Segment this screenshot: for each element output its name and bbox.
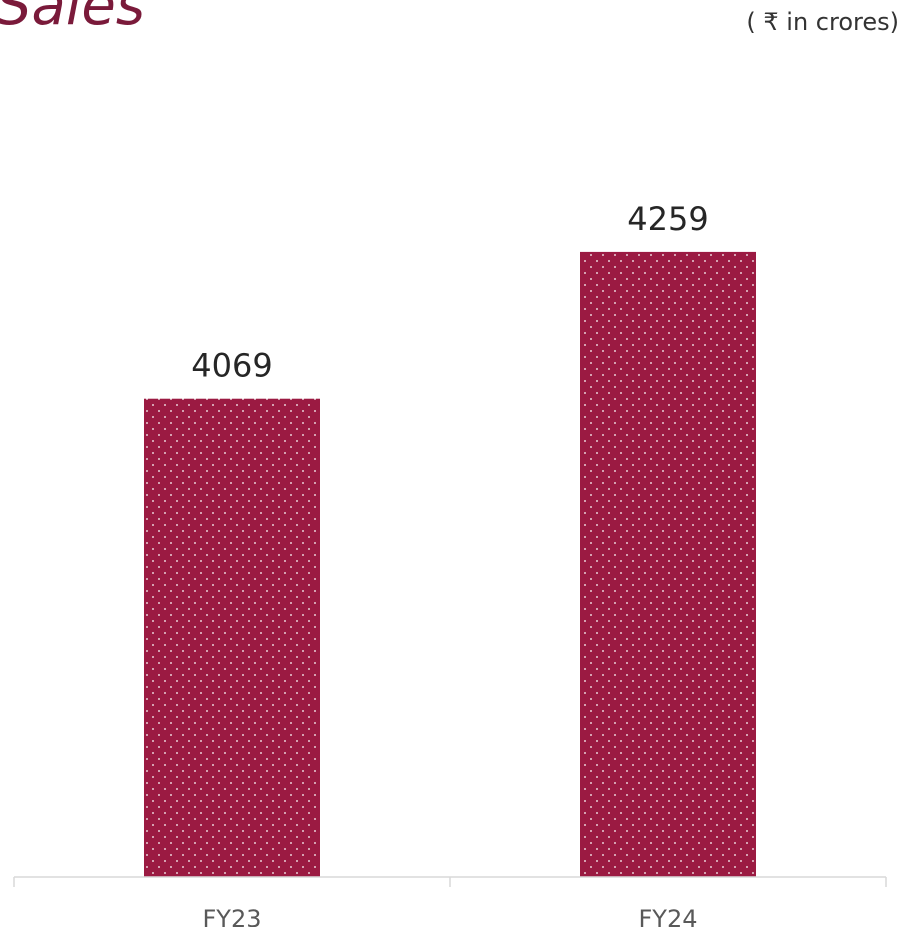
x-tick-label-fy23: FY23 [202, 905, 261, 927]
bar-fy23 [144, 398, 320, 877]
data-label-fy24: 4259 [627, 200, 708, 238]
unit-label: ( ₹ in crores) [746, 8, 899, 36]
labels-layer: 4069 FY23 4259 FY24 [191, 200, 708, 927]
chart-title: Sales [0, 0, 146, 38]
bar-fy24 [580, 251, 756, 878]
bars-layer [144, 251, 756, 878]
axis-ticks [13, 877, 887, 887]
x-tick-label-fy24: FY24 [638, 905, 697, 927]
data-label-fy23: 4069 [191, 347, 272, 385]
